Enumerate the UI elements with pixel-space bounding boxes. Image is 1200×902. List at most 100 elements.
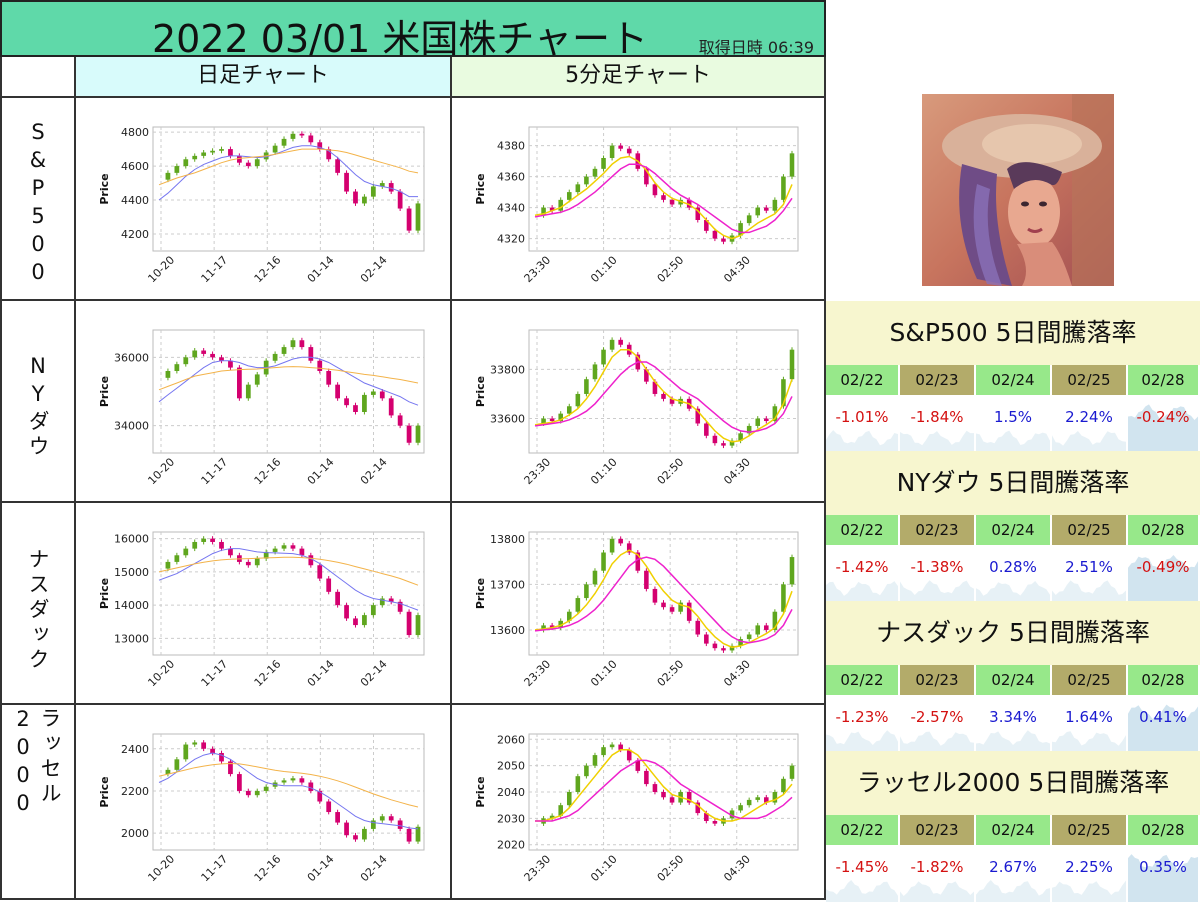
rate-value-text: 0.35% — [1139, 858, 1187, 876]
x-tick-label: 04:30 — [721, 254, 753, 286]
candle-body — [291, 134, 296, 139]
x-tick-label: 12-16 — [252, 455, 284, 487]
y-tick-label: 2030 — [497, 812, 525, 825]
candle-body — [300, 549, 305, 556]
rate-date: 02/23 — [900, 515, 976, 545]
x-tick-label: 12-16 — [252, 852, 284, 884]
y-tick-label: 4320 — [497, 233, 525, 246]
candle-body — [273, 146, 278, 153]
candle-body — [174, 166, 179, 173]
rate-value: -1.42% — [826, 545, 900, 602]
candle-body — [713, 231, 718, 239]
rate-date: 02/23 — [900, 365, 976, 395]
candle-body — [335, 592, 340, 605]
page-title: 2022 03/01 米国株チャート — [152, 8, 648, 63]
x-tick-label: 02-14 — [358, 852, 390, 884]
portrait-image-art — [922, 94, 1114, 286]
candle-body — [308, 783, 313, 791]
rate-value-text: -1.23% — [835, 708, 888, 726]
candle-body — [670, 797, 675, 802]
candle-body — [201, 152, 206, 155]
candle-body — [550, 419, 555, 421]
candle-body — [255, 159, 260, 166]
candle-body — [335, 812, 340, 823]
y-tick-label: 2060 — [497, 733, 525, 746]
y-tick-label: 2040 — [497, 786, 525, 799]
candle-body — [300, 778, 305, 782]
candle-body — [567, 792, 572, 805]
candle-body — [362, 395, 367, 412]
y-tick-label: 13800 — [490, 533, 525, 546]
candle-body — [584, 766, 589, 777]
candle-body — [653, 589, 658, 603]
candle-body — [335, 385, 340, 399]
candle-body — [610, 745, 615, 748]
rate-value-text: -1.45% — [835, 858, 888, 876]
y-tick-label: 2200 — [121, 785, 149, 798]
candle-body — [627, 149, 632, 154]
candle-body — [790, 350, 795, 380]
plot-area — [153, 734, 424, 850]
candle-body — [755, 625, 760, 634]
y-axis-label: Price — [474, 376, 487, 407]
candle-body — [308, 555, 313, 565]
candle-body — [747, 800, 752, 805]
rate-value: 1.5% — [976, 395, 1052, 452]
candle-body — [601, 350, 606, 365]
x-tick-label: 01-14 — [305, 657, 337, 689]
candle-body — [219, 357, 224, 360]
rate-date: 02/28 — [1128, 815, 1200, 845]
candle-body — [166, 562, 171, 569]
rates-title-nasdaq: ナスダック 5日間騰落率 — [826, 601, 1200, 665]
x-tick-label: 02-14 — [358, 253, 390, 285]
rate-date: 02/22 — [826, 665, 900, 695]
candle-body — [601, 747, 606, 755]
x-tick-label: 04:30 — [721, 658, 753, 690]
x-tick-label: 02-14 — [358, 455, 390, 487]
candle-body — [584, 584, 589, 598]
candle-body — [601, 553, 606, 571]
rate-value-text: -0.49% — [1136, 558, 1189, 576]
rate-value: -1.38% — [900, 545, 976, 602]
y-tick-label: 14000 — [114, 599, 149, 612]
candle-body — [291, 545, 296, 548]
candle-body — [183, 549, 188, 556]
candle-body — [773, 200, 778, 211]
candle-body — [166, 173, 171, 180]
x-tick-label: 04:30 — [721, 853, 753, 885]
rate-value-text: 0.41% — [1139, 708, 1187, 726]
candle-body — [228, 149, 233, 156]
candle-body — [398, 192, 403, 209]
portrait-image — [922, 94, 1114, 286]
rate-value: 2.51% — [1052, 545, 1128, 602]
candle-body — [721, 443, 726, 445]
candle-body — [246, 385, 251, 399]
y-tick-label: 4200 — [121, 228, 149, 241]
candle-body — [380, 816, 385, 820]
x-tick-label: 01-14 — [305, 253, 337, 285]
x-tick-label: 01:10 — [588, 254, 620, 286]
candle-body — [747, 635, 752, 640]
y-tick-label: 16000 — [114, 533, 149, 546]
candle-body — [237, 368, 242, 399]
candle-body — [398, 415, 403, 425]
x-tick-label: 02:50 — [655, 456, 687, 488]
candle-body — [183, 745, 188, 760]
candle-body — [790, 153, 795, 176]
candle-body — [308, 135, 313, 142]
candle-body — [273, 549, 278, 552]
candle-body — [210, 151, 215, 153]
candle-body — [183, 159, 188, 166]
rate-value: 2.25% — [1052, 845, 1128, 902]
rate-value-text: -1.01% — [835, 408, 888, 426]
candle-body — [210, 354, 215, 357]
candle-body — [282, 780, 287, 782]
y-axis-label: Price — [98, 578, 111, 609]
rate-value: -0.24% — [1128, 395, 1200, 452]
candle-body — [300, 340, 305, 347]
fetch-time: 取得日時 06:39 — [699, 34, 814, 58]
candle-body — [317, 361, 322, 371]
rate-date: 02/22 — [826, 515, 900, 545]
